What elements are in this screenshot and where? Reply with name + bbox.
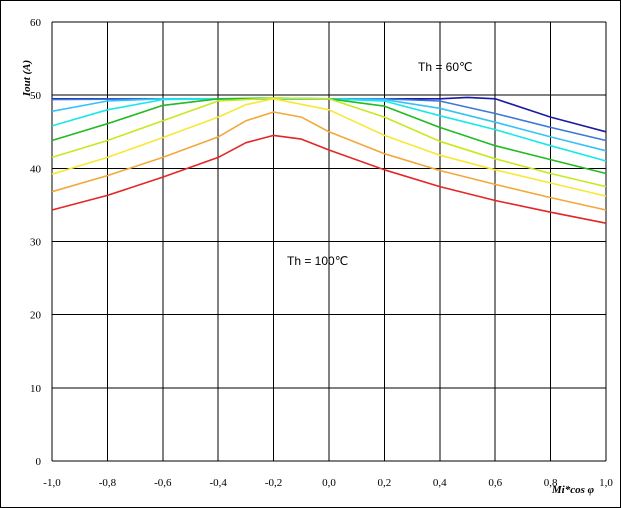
x-tick-label: -1,0	[43, 477, 61, 489]
y-axis-label: Iout (A)	[21, 60, 33, 97]
y-tick-label: 50	[30, 90, 42, 102]
grid	[51, 21, 607, 462]
x-tick-label: 0,8	[544, 477, 558, 489]
x-tick-label: 0,0	[322, 477, 336, 489]
x-tick-label: 0,2	[378, 477, 392, 489]
curve-7	[51, 98, 607, 197]
curve-8	[51, 111, 607, 211]
x-axis-label: Mi*cos φ	[551, 484, 595, 496]
y-tick-label: 0	[36, 456, 42, 468]
y-tick-labels: 0 10 20 30 40 50 60	[30, 17, 42, 468]
x-tick-label: -0,6	[154, 477, 172, 489]
y-tick-label: 40	[30, 163, 42, 175]
y-tick-label: 10	[30, 383, 42, 395]
annotation-th-100: Th = 100℃	[287, 254, 348, 268]
curves	[51, 96, 607, 224]
curve-9	[51, 134, 607, 224]
x-tick-label: 1,0	[599, 477, 613, 489]
y-tick-label: 20	[30, 310, 42, 322]
y-tick-label: 30	[30, 237, 42, 249]
x-tick-labels: -1,0 -0,8 -0,6 -0,4 -0,2 0,0 0,2 0,4 0,6 0,8 1,0	[43, 477, 613, 489]
y-tick-label: 60	[30, 17, 42, 29]
x-tick-label: -0,2	[265, 477, 282, 489]
annotation-th-60: Th = 60℃	[418, 60, 473, 74]
curve-6	[51, 97, 607, 188]
x-tick-label: -0,8	[99, 477, 117, 489]
x-tick-label: 0,4	[433, 477, 447, 489]
x-tick-label: 0,6	[488, 477, 502, 489]
x-tick-label: -0,4	[209, 477, 227, 489]
